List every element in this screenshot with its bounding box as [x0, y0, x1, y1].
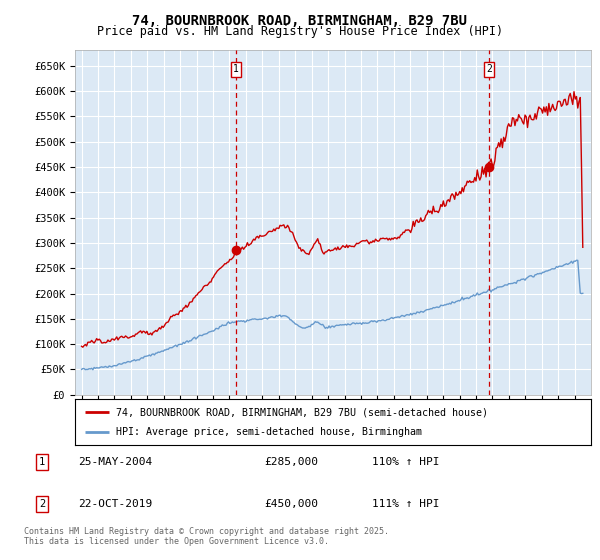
Text: HPI: Average price, semi-detached house, Birmingham: HPI: Average price, semi-detached house,… — [116, 427, 422, 437]
Text: 1: 1 — [39, 457, 45, 467]
Text: 25-MAY-2004: 25-MAY-2004 — [78, 457, 152, 467]
Text: 2: 2 — [39, 499, 45, 509]
Text: 2: 2 — [486, 64, 492, 74]
Text: Price paid vs. HM Land Registry's House Price Index (HPI): Price paid vs. HM Land Registry's House … — [97, 25, 503, 38]
Text: £285,000: £285,000 — [264, 457, 318, 467]
Text: £450,000: £450,000 — [264, 499, 318, 509]
Text: 74, BOURNBROOK ROAD, BIRMINGHAM, B29 7BU: 74, BOURNBROOK ROAD, BIRMINGHAM, B29 7BU — [133, 14, 467, 28]
Text: 110% ↑ HPI: 110% ↑ HPI — [372, 457, 439, 467]
Text: 111% ↑ HPI: 111% ↑ HPI — [372, 499, 439, 509]
Text: 1: 1 — [233, 64, 239, 74]
Text: Contains HM Land Registry data © Crown copyright and database right 2025.
This d: Contains HM Land Registry data © Crown c… — [24, 526, 389, 546]
Text: 74, BOURNBROOK ROAD, BIRMINGHAM, B29 7BU (semi-detached house): 74, BOURNBROOK ROAD, BIRMINGHAM, B29 7BU… — [116, 407, 488, 417]
Text: 22-OCT-2019: 22-OCT-2019 — [78, 499, 152, 509]
